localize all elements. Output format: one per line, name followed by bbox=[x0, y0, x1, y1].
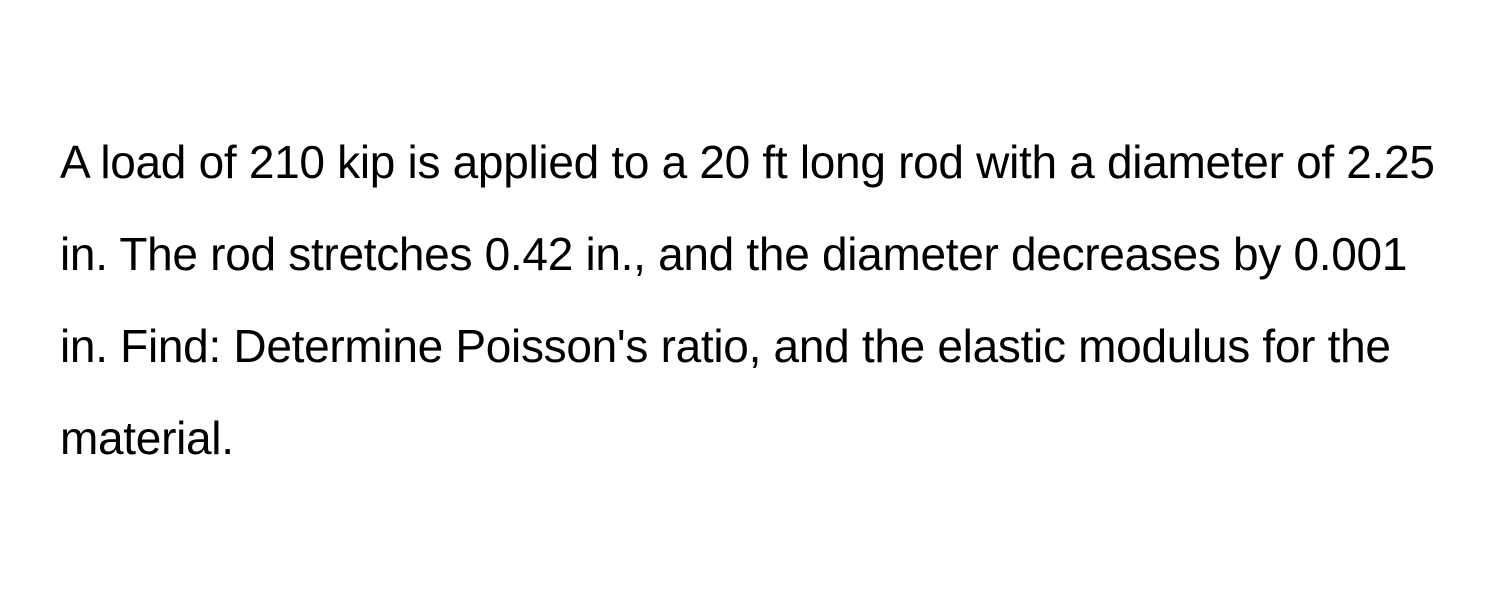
problem-statement: A load of 210 kip is applied to a 20 ft … bbox=[60, 116, 1440, 484]
